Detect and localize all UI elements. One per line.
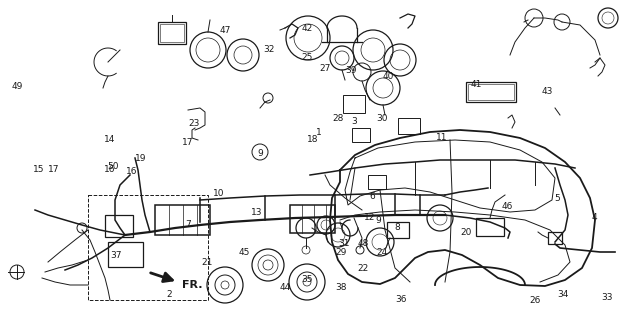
- Text: 9: 9: [376, 216, 382, 225]
- Text: 30: 30: [376, 114, 387, 123]
- Text: 26: 26: [530, 296, 541, 305]
- Text: 10: 10: [213, 189, 225, 198]
- Text: 28: 28: [332, 114, 344, 123]
- Text: 11: 11: [436, 133, 447, 142]
- Text: 35: 35: [301, 276, 312, 284]
- Text: 33: 33: [602, 293, 613, 302]
- Text: 19: 19: [135, 154, 146, 163]
- Text: 22: 22: [357, 264, 369, 273]
- Text: 3: 3: [351, 117, 357, 126]
- Text: FR.: FR.: [182, 280, 202, 290]
- Text: 13: 13: [251, 208, 262, 217]
- Text: 44: 44: [279, 284, 290, 292]
- Text: 9: 9: [257, 149, 263, 158]
- Text: 36: 36: [395, 295, 406, 304]
- Text: 31: 31: [339, 239, 350, 248]
- Text: 5: 5: [554, 194, 560, 203]
- Text: 21: 21: [201, 258, 212, 267]
- Text: 34: 34: [558, 290, 569, 299]
- Text: 18: 18: [307, 135, 319, 144]
- Text: 50: 50: [107, 162, 118, 171]
- Text: 17: 17: [48, 165, 59, 174]
- Text: 29: 29: [336, 248, 347, 257]
- Text: 25: 25: [301, 53, 312, 62]
- Text: 46: 46: [501, 202, 513, 211]
- Text: 16: 16: [126, 167, 137, 176]
- Text: 20: 20: [461, 228, 472, 236]
- Text: 23: 23: [188, 119, 200, 128]
- Text: 41: 41: [470, 80, 481, 89]
- Text: 12: 12: [364, 213, 375, 222]
- Text: 2: 2: [167, 290, 172, 299]
- Text: 47: 47: [220, 26, 231, 35]
- Text: 8: 8: [394, 223, 401, 232]
- Text: 40: 40: [382, 72, 394, 81]
- Text: 42: 42: [301, 24, 312, 33]
- Text: 7: 7: [185, 220, 191, 228]
- Text: 24: 24: [376, 248, 387, 257]
- Text: 48: 48: [357, 239, 369, 248]
- Text: 45: 45: [239, 248, 250, 257]
- Text: 16: 16: [104, 165, 115, 174]
- Text: 39: 39: [345, 66, 356, 75]
- Text: 43: 43: [542, 87, 553, 96]
- Text: 15: 15: [33, 165, 44, 174]
- Text: 32: 32: [264, 45, 275, 54]
- Text: 17: 17: [182, 138, 193, 147]
- Text: 14: 14: [104, 135, 115, 144]
- Text: 27: 27: [320, 64, 331, 73]
- Text: 38: 38: [336, 284, 347, 292]
- Text: 37: 37: [110, 252, 121, 260]
- Text: 6: 6: [369, 192, 376, 201]
- Text: 49: 49: [11, 82, 23, 91]
- Text: 4: 4: [592, 213, 597, 222]
- Text: 1: 1: [316, 128, 322, 137]
